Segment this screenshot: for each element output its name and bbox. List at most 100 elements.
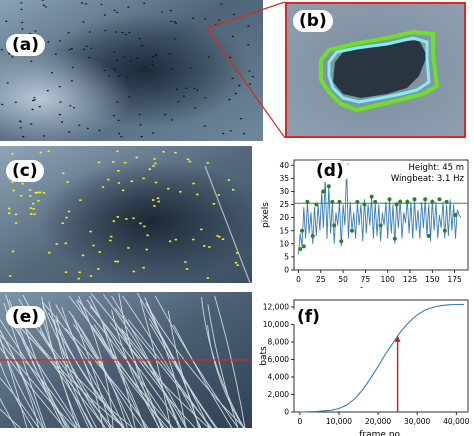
bat-speck [220, 3, 223, 5]
bat-track [0, 329, 45, 428]
marker-arrow-head [394, 335, 401, 342]
contour-inner [327, 36, 431, 104]
peak-point [423, 197, 428, 202]
bat-speck [174, 22, 178, 24]
y-tick-label: 30 [279, 187, 289, 196]
bat-track [114, 307, 213, 428]
bat-speck [116, 59, 119, 62]
bat-speck [126, 76, 129, 79]
y-tick-label: 5 [284, 253, 289, 262]
bat-speck [20, 2, 23, 4]
panel-label-d: (d) [310, 160, 350, 182]
bat-speck [140, 135, 143, 138]
detection-marker [192, 182, 195, 185]
detection-marker [48, 251, 51, 254]
detection-marker [154, 181, 158, 184]
bat-speck [120, 136, 123, 138]
bat-speck [121, 31, 124, 34]
bat-speck [47, 41, 50, 43]
detection-marker [114, 260, 117, 263]
x-tick-label: 150 [425, 275, 440, 284]
detection-marker [217, 194, 220, 196]
x-tick-label: 75 [361, 275, 371, 284]
chart-d-svg: 0 25 50 75 100 125 150 175 0 5 10 15 20 25 30 35 40 Heigh… [261, 159, 469, 288]
detection-marker [66, 181, 69, 183]
bat-speck [86, 127, 89, 130]
bat-speck [203, 125, 206, 127]
detection-marker [139, 222, 142, 225]
bat-speck [54, 53, 58, 55]
detection-marker [98, 251, 101, 253]
bat-track [68, 295, 165, 428]
bat-track [53, 319, 92, 428]
detection-marker [101, 186, 105, 188]
bat-speck [175, 88, 179, 91]
bat-track [207, 304, 239, 428]
detection-marker [65, 216, 68, 219]
bat-speck [70, 80, 73, 82]
bat-speck [19, 120, 22, 123]
bat-track [173, 324, 233, 428]
detection-marker [117, 182, 121, 184]
detection-marker [142, 266, 145, 269]
bat-speck [141, 44, 144, 47]
bat-speck [11, 56, 14, 58]
bat-speck [127, 6, 130, 8]
bat-track [0, 408, 21, 428]
peak-point [362, 202, 367, 207]
bat-speck [50, 72, 54, 74]
bat-track [201, 296, 245, 428]
detection-marker [33, 213, 36, 216]
bat-track [55, 318, 124, 428]
detection-marker [234, 261, 238, 264]
y-tick-label: 12,000 [263, 303, 289, 312]
bat-track [56, 315, 106, 428]
bat-speck [129, 60, 132, 62]
bat-speck [114, 31, 117, 33]
bat-speck [152, 56, 155, 58]
panel-b: (b) [285, 2, 466, 138]
bat-track [76, 300, 169, 428]
bat-speck [33, 99, 36, 101]
detection-marker [61, 222, 64, 224]
peak-point [392, 236, 397, 241]
detection-marker [221, 238, 225, 240]
peak-point [339, 239, 344, 244]
x-axis-label: frame no. [359, 287, 402, 288]
bat-speck [234, 92, 237, 95]
bat-speck [20, 8, 23, 11]
detection-marker [36, 191, 40, 194]
bat-track [89, 295, 136, 428]
detection-marker [8, 207, 11, 210]
bat-speck [247, 25, 250, 27]
bat-speck [128, 96, 131, 98]
bat-speck [14, 101, 17, 104]
peak-point [321, 189, 326, 194]
detection-marker [97, 161, 101, 164]
detection-marker [42, 192, 46, 194]
detection-marker [186, 158, 190, 161]
detection-marker [55, 243, 58, 245]
bat-speck [31, 108, 34, 111]
x-tick-label: 10,000 [326, 417, 352, 426]
bat-speck [194, 107, 197, 109]
bat-speck [151, 60, 154, 62]
bat-speck [34, 30, 37, 32]
detection-marker [14, 213, 18, 216]
x-tick-label: 125 [403, 275, 418, 284]
detection-marker [203, 245, 206, 247]
detection-marker [39, 151, 42, 154]
detection-marker [107, 178, 110, 181]
bat-track [111, 295, 180, 428]
bat-speck [90, 47, 93, 49]
x-tick-label: 0 [297, 417, 302, 426]
peak-point [310, 233, 315, 238]
y-tick-label: 15 [279, 226, 289, 235]
detection-marker [77, 277, 80, 280]
bat-speck [185, 87, 188, 89]
bat-track [0, 334, 77, 428]
peak-point [387, 197, 392, 202]
bat-track [0, 329, 40, 428]
detection-marker [152, 199, 155, 201]
detection-marker [156, 197, 160, 199]
